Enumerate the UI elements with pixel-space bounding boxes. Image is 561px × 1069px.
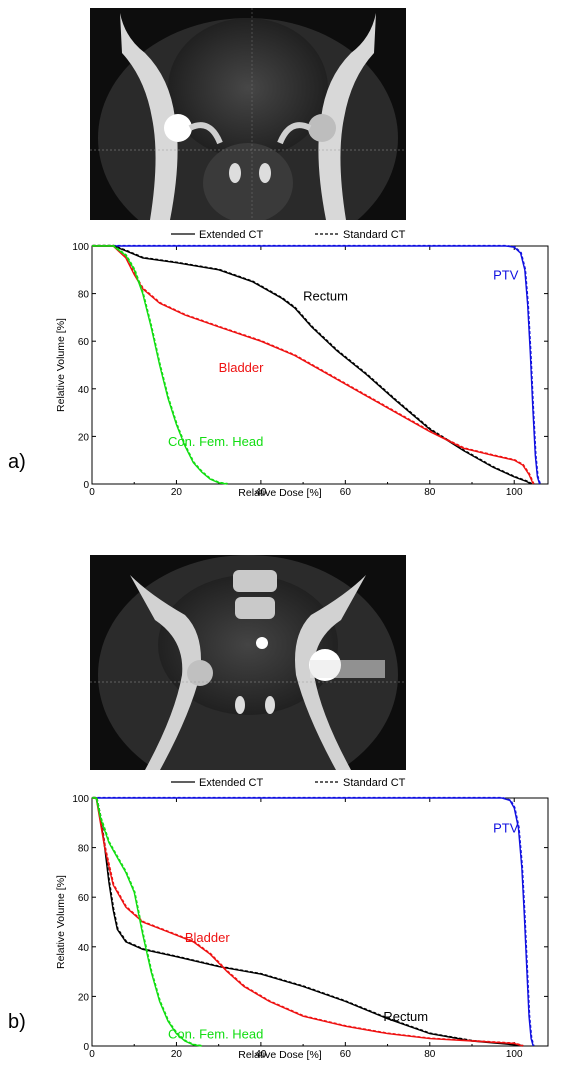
y-tick-label: 40 [78,385,90,396]
y-tick-label: 100 [72,794,89,805]
series-label: Bladder [219,360,264,375]
plot-frame [91,797,549,1047]
x-tick-label: 20 [171,487,183,498]
x-tick-label: 40 [255,487,267,498]
series-curve-ptv [92,797,534,1047]
legend-label: Extended CT [199,229,263,241]
y-tick-label: 0 [83,480,89,491]
series-label: Rectum [303,289,348,304]
series-curve-con-fem-head [92,797,202,1047]
y-tick-label: 80 [78,844,90,855]
x-tick-label: 40 [255,1049,267,1060]
legend-label: Standard CT [343,229,406,241]
ct-scan-image-a [90,8,406,220]
x-tick-label: 0 [89,487,95,498]
series-label: Bladder [185,930,230,945]
y-tick-label: 60 [78,337,90,348]
series-curve-standard [92,244,228,485]
y-tick-label: 40 [78,943,90,954]
y-tick-label: 60 [78,893,90,904]
series-curve-bladder [92,797,523,1047]
y-tick-label: 80 [78,290,90,301]
y-tick-label: 0 [83,1042,89,1053]
y-axis-label: Relative Volume [%] [55,875,67,969]
y-tick-label: 100 [72,242,89,253]
x-tick-label: 100 [506,487,523,498]
series-label: Con. Fem. Head [168,434,263,449]
panel-label: a) [8,451,26,473]
x-axis-label: Relative Dose [%] [238,1049,322,1061]
legend-label: Extended CT [199,777,263,789]
series-curve-standard [92,244,535,484]
series-curve-standard [92,796,524,1047]
ct-coronal-scan-icon [90,555,406,770]
x-tick-label: 100 [506,1049,523,1060]
panel-label: b) [8,1011,26,1033]
ct-coronal-scan-icon [90,8,406,220]
series-label: PTV [493,267,519,282]
x-tick-label: 20 [171,1049,183,1060]
y-tick-label: 20 [78,432,90,443]
x-tick-label: 0 [89,1049,95,1060]
series-curve-standard [92,244,533,485]
y-tick-label: 20 [78,992,90,1003]
series-curve-standard [92,796,535,1046]
series-curve-rectum [92,797,523,1047]
series-label: Rectum [383,1009,428,1024]
x-tick-label: 80 [424,1049,436,1060]
ct-scan-image-b [90,555,406,770]
x-axis-label: Relative Dose [%] [238,487,322,499]
x-tick-label: 80 [424,487,436,498]
chart-panel-b: Extended CT Standard CT 0 20 40 60 80 100 0 20 40 6… [8,777,549,1061]
x-tick-label: 60 [340,1049,352,1060]
chart-panel-a: Extended CT Standard CT 0 20 40 60 80 100 0 20 40 6… [8,229,549,499]
x-tick-label: 60 [340,487,352,498]
y-axis-label: Relative Volume [%] [55,318,67,412]
series-curve-standard [92,244,541,484]
series-curve-standard [92,796,524,1047]
series-curve-standard [92,796,203,1047]
legend-label: Standard CT [343,777,406,789]
series-label: PTV [493,821,519,836]
series-label: Con. Fem. Head [168,1027,263,1042]
